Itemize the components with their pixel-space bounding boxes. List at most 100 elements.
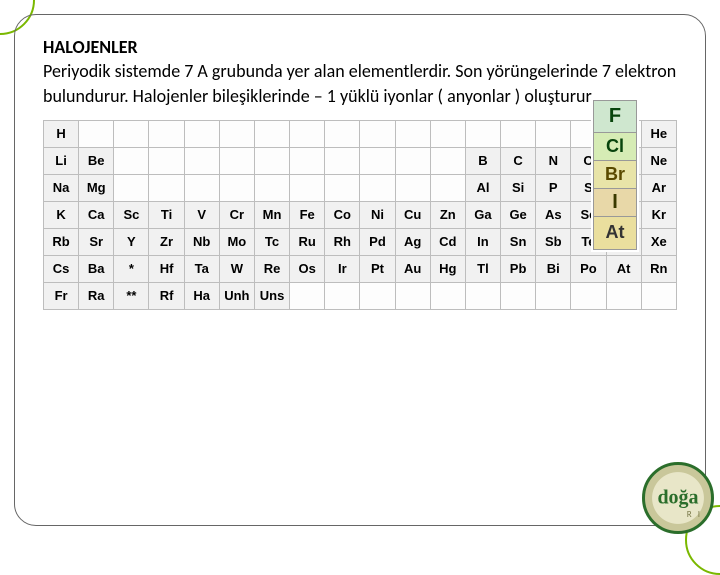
empty-cell xyxy=(395,120,430,147)
element-cell: Mo xyxy=(219,228,254,255)
element-cell: Hf xyxy=(149,255,184,282)
element-cell: W xyxy=(219,255,254,282)
heading: HALOJENLER xyxy=(43,36,138,58)
periodic-table: HHeLiBeBCNOFNeNaMgAlSiPSClArKCaScTiVCrMn… xyxy=(43,120,677,310)
element-cell: K xyxy=(44,201,79,228)
element-cell: Ni xyxy=(360,201,395,228)
empty-cell xyxy=(360,282,395,309)
element-cell: Unh xyxy=(219,282,254,309)
element-cell: Rh xyxy=(325,228,360,255)
empty-cell xyxy=(290,174,325,201)
empty-cell xyxy=(219,174,254,201)
element-cell: Rb xyxy=(44,228,79,255)
element-cell: Re xyxy=(254,255,289,282)
element-cell: V xyxy=(184,201,219,228)
empty-cell xyxy=(254,174,289,201)
empty-cell xyxy=(290,147,325,174)
empty-cell xyxy=(430,282,465,309)
element-cell: Tl xyxy=(465,255,500,282)
element-cell: Fr xyxy=(44,282,79,309)
element-cell: Sn xyxy=(501,228,536,255)
empty-cell xyxy=(79,120,114,147)
element-cell: At xyxy=(606,255,641,282)
periodic-table-region: HHeLiBeBCNOFNeNaMgAlSiPSClArKCaScTiVCrMn… xyxy=(43,120,677,310)
element-cell: Fe xyxy=(290,201,325,228)
element-cell: Na xyxy=(44,174,79,201)
empty-cell xyxy=(184,147,219,174)
empty-cell xyxy=(149,147,184,174)
element-cell: Cd xyxy=(430,228,465,255)
empty-cell xyxy=(114,147,149,174)
empty-cell xyxy=(430,120,465,147)
empty-cell xyxy=(501,120,536,147)
content-frame: HALOJENLER Periyodik sistemde 7 A grubun… xyxy=(14,14,706,526)
element-cell: Ha xyxy=(184,282,219,309)
halogen-cell-br: Br xyxy=(594,161,636,189)
element-cell: Bi xyxy=(536,255,571,282)
element-cell: Y xyxy=(114,228,149,255)
element-cell: H xyxy=(44,120,79,147)
element-cell: Ge xyxy=(501,201,536,228)
empty-cell xyxy=(465,282,500,309)
logo-text: doğa xyxy=(657,487,698,510)
element-cell: Cs xyxy=(44,255,79,282)
element-cell: Uns xyxy=(254,282,289,309)
empty-cell xyxy=(254,147,289,174)
element-cell: * xyxy=(114,255,149,282)
footer-right-text: R I xyxy=(687,509,702,520)
empty-cell xyxy=(325,174,360,201)
empty-cell xyxy=(254,120,289,147)
element-cell: Ar xyxy=(641,174,676,201)
empty-cell xyxy=(114,120,149,147)
element-cell: Co xyxy=(325,201,360,228)
element-cell: Os xyxy=(290,255,325,282)
element-cell: Li xyxy=(44,147,79,174)
element-cell: Ir xyxy=(325,255,360,282)
halogen-cell-f: F xyxy=(594,101,636,133)
element-cell: Ti xyxy=(149,201,184,228)
element-cell: Zn xyxy=(430,201,465,228)
empty-cell xyxy=(219,147,254,174)
empty-cell xyxy=(501,282,536,309)
element-cell: Si xyxy=(501,174,536,201)
element-cell: Ta xyxy=(184,255,219,282)
paragraph: Periyodik sistemde 7 A grubunda yer alan… xyxy=(43,60,676,106)
empty-cell xyxy=(360,120,395,147)
element-cell: Pd xyxy=(360,228,395,255)
element-cell: Nb xyxy=(184,228,219,255)
empty-cell xyxy=(184,120,219,147)
element-cell: Kr xyxy=(641,201,676,228)
element-cell: Rn xyxy=(641,255,676,282)
brand-logo: doğa xyxy=(642,462,714,534)
element-cell: Cr xyxy=(219,201,254,228)
element-cell: ** xyxy=(114,282,149,309)
element-cell: P xyxy=(536,174,571,201)
empty-cell xyxy=(571,282,606,309)
empty-cell xyxy=(395,174,430,201)
element-cell: Po xyxy=(571,255,606,282)
element-cell: N xyxy=(536,147,571,174)
empty-cell xyxy=(290,120,325,147)
halogen-highlight-strip: FClBrIAt xyxy=(593,100,637,250)
empty-cell xyxy=(325,120,360,147)
element-cell: Ra xyxy=(79,282,114,309)
element-cell: Pb xyxy=(501,255,536,282)
element-cell: Rf xyxy=(149,282,184,309)
empty-cell xyxy=(641,282,676,309)
element-cell: As xyxy=(536,201,571,228)
element-cell: Ga xyxy=(465,201,500,228)
element-cell: Tc xyxy=(254,228,289,255)
element-cell: Sc xyxy=(114,201,149,228)
empty-cell xyxy=(430,174,465,201)
element-cell: Be xyxy=(79,147,114,174)
element-cell: Pt xyxy=(360,255,395,282)
empty-cell xyxy=(536,120,571,147)
empty-cell xyxy=(184,174,219,201)
body-text: HALOJENLER Periyodik sistemde 7 A grubun… xyxy=(43,35,677,108)
element-cell: Sb xyxy=(536,228,571,255)
halogen-cell-i: I xyxy=(594,189,636,217)
empty-cell xyxy=(149,174,184,201)
empty-cell xyxy=(395,147,430,174)
empty-cell xyxy=(395,282,430,309)
element-cell: Al xyxy=(465,174,500,201)
